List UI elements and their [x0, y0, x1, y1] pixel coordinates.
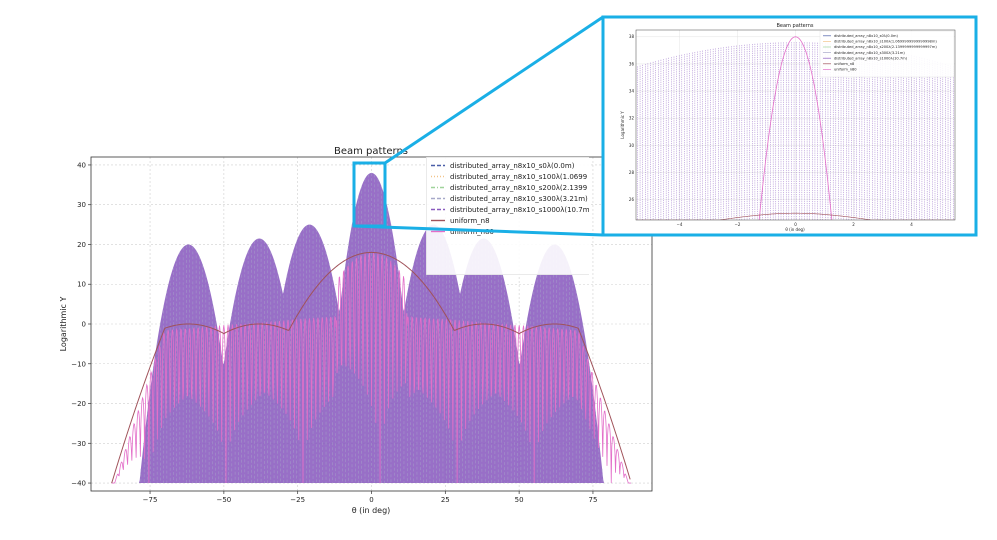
legend-label: distributed_array_n8x10_s100λ(1.0699	[450, 173, 587, 181]
main-chart-title: Beam patterns	[334, 146, 408, 157]
legend-label: distributed_array_n8x10_s1000λ(10.7m	[450, 206, 590, 214]
main-x-tick-label: −25	[290, 496, 305, 504]
series-uniform-n8	[111, 251, 631, 484]
zoom-series-uniform-n80	[758, 36, 833, 220]
zoom-legend-label: uniform_n80	[834, 68, 857, 72]
main-y-tick-label: −40	[71, 480, 86, 488]
zoom-x-tick-label: −2	[735, 222, 741, 227]
main-x-axis-label: θ (in deg)	[352, 506, 391, 515]
legend-label: distributed_array_n8x10_s200λ(2.1399	[450, 184, 587, 192]
zoom-chart-title: Beam patterns	[776, 23, 813, 29]
main-y-tick-label: 30	[77, 201, 86, 209]
zoom-legend: distributed_array_n8x10_s0λ(0.0m)distrib…	[819, 30, 955, 78]
zoom-y-axis-label: Logarithmic Y	[620, 111, 625, 139]
zoom-legend-label: distributed_array_n8x10_s300λ(3.21m)	[834, 51, 905, 55]
legend-label: distributed_array_n8x10_s0λ(0.0m)	[450, 162, 575, 170]
callout-connector-top	[384, 15, 604, 165]
series-uniform-n80	[111, 252, 631, 484]
zoom-legend-label: uniform_n8	[834, 62, 855, 66]
zoom-y-tick-label: 38	[629, 34, 635, 39]
main-x-tick-label: 75	[588, 496, 597, 504]
main-x-tick-label: 25	[441, 496, 450, 504]
zoom-legend-label: distributed_array_n8x10_s1000λ(10.7m)	[834, 56, 908, 60]
zoom-plot-frame	[635, 29, 956, 221]
zoom-y-tick-label: 30	[629, 143, 635, 148]
zoom-x-axis-label: θ (in deg)	[785, 227, 805, 232]
callout-connector-bottom	[353, 224, 604, 237]
main-y-tick-label: 20	[77, 241, 86, 249]
main-legend: distributed_array_n8x10_s0λ(0.0m)distrib…	[426, 157, 590, 275]
zoom-series-uniform-n8	[636, 212, 955, 220]
zoom-legend-label: distributed_array_n8x10_s200λ(2.13999999…	[834, 45, 937, 49]
main-x-tick-label: −75	[143, 496, 158, 504]
zoom-legend-box	[819, 30, 955, 78]
main-plot-marks	[108, 172, 635, 484]
main-legend-items: distributed_array_n8x10_s0λ(0.0m)distrib…	[431, 162, 590, 236]
zoom-legend-label: distributed_array_n8x10_s0λ(0.0m)	[834, 34, 898, 38]
main-y-axis-label: Logarithmic Y	[59, 297, 68, 352]
zoom-legend-label: distributed_array_n8x10_s100λ(1.06999999…	[834, 40, 937, 44]
main-y-tick-label: 40	[77, 161, 86, 169]
main-x-tick-label: 50	[515, 496, 524, 504]
zoom-chart: Beam patterns distributed_array_n8x10_s0…	[620, 23, 956, 232]
main-y-tick-label: −20	[71, 400, 86, 408]
zoom-y-tick-label: 34	[629, 88, 635, 93]
zoom-x-tick-label: 0	[794, 222, 797, 227]
zoom-x-tick-label: 2	[852, 222, 855, 227]
zoom-y-tick-label: 32	[629, 116, 635, 121]
zoom-y-tick-label: 36	[629, 61, 635, 66]
main-x-tick-label: 0	[369, 496, 373, 504]
main-chart: Beam patterns −75 −50 −25 0 25 50 75−40−30−20−…	[59, 146, 653, 515]
main-y-tick-label: 10	[77, 281, 86, 289]
legend-label: uniform_n8	[450, 217, 490, 225]
zoom-x-tick-label: −4	[677, 222, 683, 227]
main-y-tick-label: 0	[82, 321, 86, 329]
main-y-tick-label: −30	[71, 440, 86, 448]
main-legend-box	[426, 157, 589, 275]
legend-label: uniform_n80	[450, 228, 494, 236]
legend-label: distributed_array_n8x10_s300λ(3.21m)	[450, 195, 588, 203]
main-x-tick-label: −50	[216, 496, 231, 504]
zoom-x-tick-label: 4	[910, 222, 913, 227]
main-ticks: −75 −50 −25 0 25 50 75 −40 −30 −20 −10 0 10 20 30 40	[71, 161, 597, 504]
main-y-tick-label: −10	[71, 360, 86, 368]
zoom-y-tick-label: 26	[629, 197, 635, 202]
zoom-y-tick-label: 28	[629, 170, 635, 175]
